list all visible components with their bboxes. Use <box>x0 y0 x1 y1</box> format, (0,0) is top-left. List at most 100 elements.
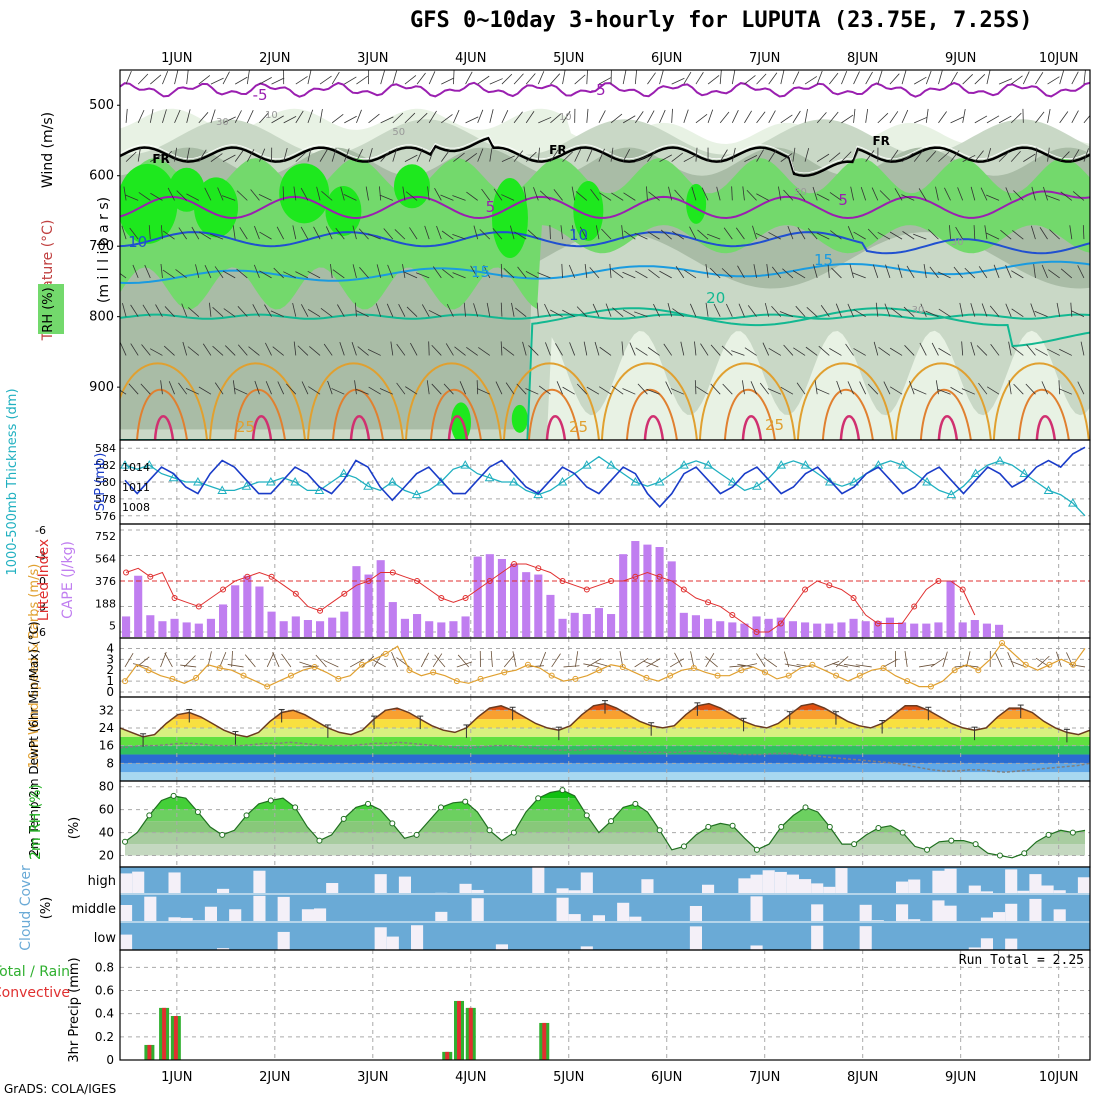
cape-bar <box>267 611 276 637</box>
wind-barb <box>599 346 612 356</box>
wind-barb <box>137 109 145 124</box>
wind-barb <box>885 264 891 279</box>
wind-barb <box>985 194 1000 201</box>
wind-barb <box>668 186 673 201</box>
wind-barb <box>246 70 250 85</box>
wind-barb <box>204 187 212 201</box>
wind-barb <box>865 150 875 162</box>
wind-barb <box>295 110 304 124</box>
wind-barb <box>489 147 493 162</box>
thickness-point <box>387 476 398 486</box>
cloud-clear-bar <box>859 904 872 921</box>
cloud-clear-bar <box>799 879 812 893</box>
wind-barb <box>707 75 720 85</box>
top-day-label: 10JUN <box>1039 51 1079 66</box>
cloud-clear-bar <box>398 876 411 893</box>
wind-barb <box>301 304 309 317</box>
wind-barb <box>446 303 454 317</box>
wind-barb <box>957 187 964 201</box>
wind-barb <box>599 386 612 395</box>
cloud-clear-bar <box>944 868 957 893</box>
pressure-tick: 800 <box>89 310 114 325</box>
wind-barb <box>814 380 818 395</box>
isotherm-35 <box>545 415 567 440</box>
wind10m-point <box>382 650 389 657</box>
wind-barb <box>505 382 515 395</box>
wind-barb <box>818 345 830 356</box>
top-day-label: 7JUN <box>749 51 780 66</box>
wind-barb <box>683 154 697 162</box>
wind-barb <box>123 186 127 201</box>
wind-barb <box>978 382 988 395</box>
cloud-clear-bar <box>568 914 581 921</box>
wind-barb <box>970 186 976 201</box>
wind-barb <box>1035 111 1045 124</box>
isotherm-35 <box>937 415 959 440</box>
bottom-day-label: 8JUN <box>847 1070 878 1085</box>
wind-barb <box>598 110 606 124</box>
rh2m-point <box>656 827 663 834</box>
rh2m-point <box>753 846 760 853</box>
wind-barb <box>872 264 879 279</box>
rh-band <box>125 809 1085 822</box>
wind-barb <box>691 186 697 201</box>
wind-barb <box>186 193 199 201</box>
isotherm-25 <box>404 362 502 440</box>
wind-barb <box>442 269 454 279</box>
wind-barb <box>307 270 321 279</box>
rh-tick: 20 <box>99 849 114 863</box>
cape-bar <box>364 574 373 637</box>
wind-barb <box>160 263 163 278</box>
wind-barb <box>787 225 794 240</box>
wind-barb <box>1012 346 1024 356</box>
wind-barb <box>1071 310 1085 318</box>
lifted-point <box>389 569 396 576</box>
rh2m-point <box>826 823 833 830</box>
cape-bar <box>667 561 676 637</box>
wind-barb <box>536 302 539 317</box>
wind-barb <box>489 109 494 123</box>
cloud-clear-bar <box>1005 869 1018 893</box>
wind-barb <box>293 341 297 356</box>
cape-bar <box>352 566 361 637</box>
wind-barb <box>1023 153 1036 162</box>
wind10m-barb <box>183 655 196 668</box>
wind-barb <box>889 386 903 395</box>
cloud-clear-bar <box>823 886 836 893</box>
wind-barb <box>938 151 950 162</box>
wind-barb <box>796 382 806 395</box>
thickness-point <box>363 481 373 490</box>
wind-barb <box>847 226 854 240</box>
wind10m-point <box>1046 661 1053 668</box>
wind-barb <box>367 349 381 356</box>
wind-barb <box>410 342 418 356</box>
isotherm-20 <box>120 307 1090 440</box>
wind-barb <box>865 108 869 123</box>
wind-barb <box>182 341 188 356</box>
wind-barb <box>1083 148 1089 162</box>
top-day-label: 8JUN <box>847 51 878 66</box>
wind-barb <box>282 186 285 201</box>
wind-barb <box>295 76 308 85</box>
wind-barb <box>212 307 224 317</box>
wind-barb <box>537 272 551 279</box>
cloud-clear-bar <box>204 906 217 921</box>
wind-barb <box>354 380 357 395</box>
wind-barb <box>443 383 454 395</box>
rh-bands <box>125 790 1085 856</box>
precip-tick: 0.4 <box>95 1007 114 1021</box>
wind-barb <box>705 302 709 317</box>
wind-barb <box>295 151 307 162</box>
wind-barb <box>272 346 284 356</box>
wind-barb <box>850 186 854 201</box>
wind-barb <box>515 307 527 317</box>
wind10m-barb <box>420 652 430 668</box>
rh2m-fill <box>125 790 1085 856</box>
wind-barb <box>223 308 236 317</box>
wind10m-barb <box>756 653 766 668</box>
lifted-point <box>195 603 202 610</box>
wind-barb <box>1058 380 1061 395</box>
wind-barb <box>795 305 806 317</box>
rh2m-point <box>170 792 177 799</box>
cloud-clear-bar <box>811 883 824 893</box>
